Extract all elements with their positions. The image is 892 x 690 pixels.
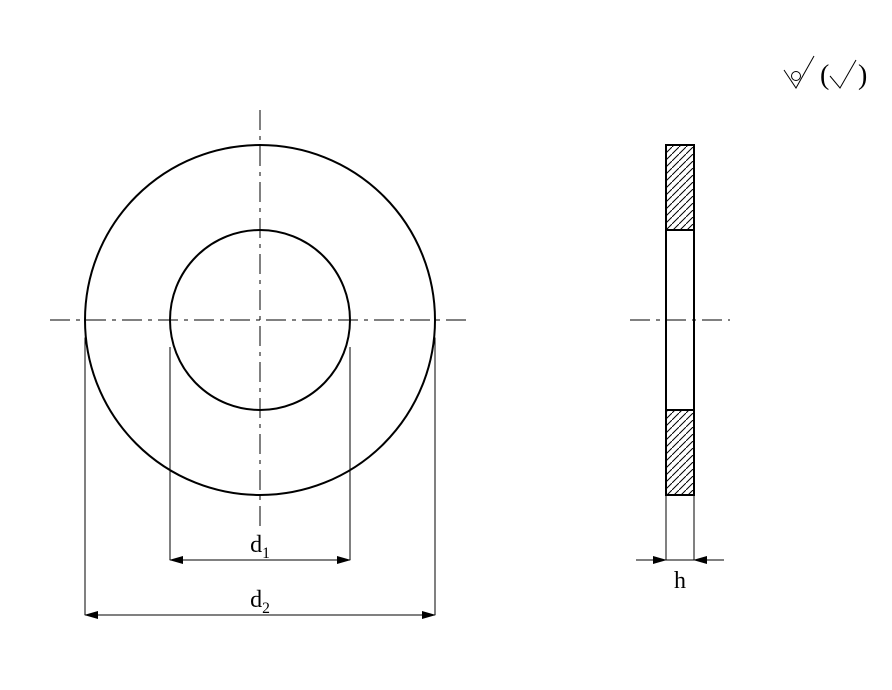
svg-text:(: ( [820,60,829,91]
h-label: h [674,568,686,594]
section-hatch-top [666,145,694,230]
surface-symbol: () [784,56,867,91]
d2-label: d2 [250,587,270,617]
d1-label: d1 [250,532,270,562]
svg-text:): ) [858,60,867,91]
section-hatch-bottom [666,410,694,495]
